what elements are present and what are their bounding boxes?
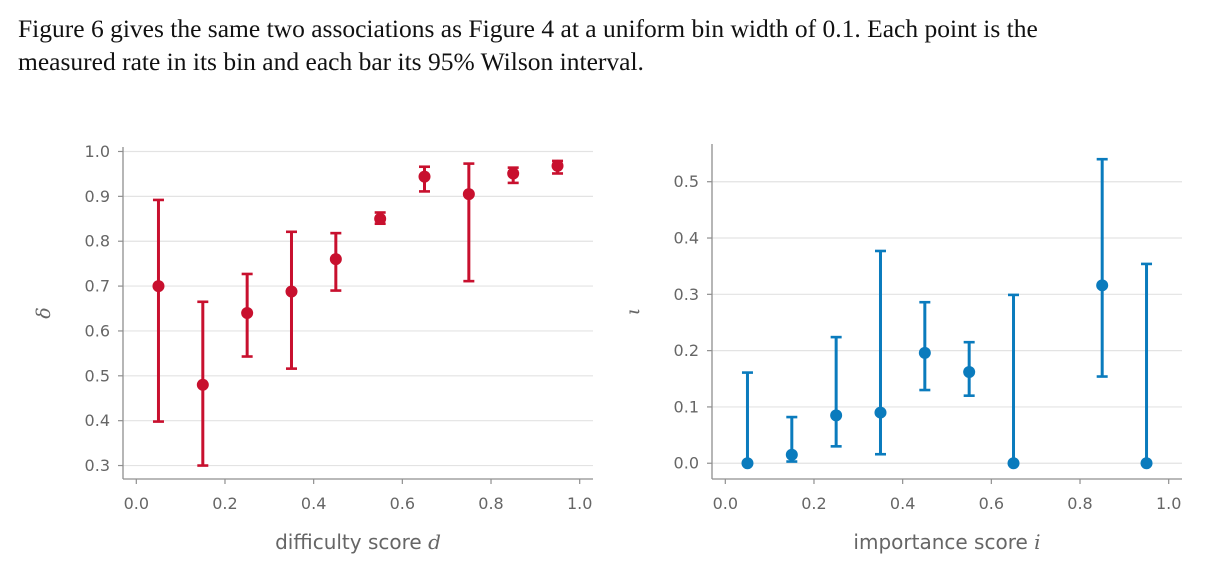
error-bar [919,300,931,392]
y-tick-label: 1.0 [85,142,110,161]
data-point [1007,457,1020,470]
x-tick-label: 0.0 [713,494,738,513]
x-axis-title-variable: d [428,530,441,554]
data-point [462,188,475,201]
error-bar [830,335,842,448]
x-axis-title-text: importance score [853,530,1034,554]
y-tick-label: 0.8 [85,232,110,251]
data-point [918,346,931,359]
error-bar [1008,293,1020,465]
error-bar [285,230,297,370]
data-point [241,307,254,319]
y-tick-label: 0.4 [674,229,699,248]
y-tick-label: 0.5 [674,172,699,191]
difficulty-chart: 0.3 0.4 0.5 0.6 0.7 0.8 0.9 1.0 0.0 0.2 0.4 0.6 0.8 1… [33,142,593,554]
caption-line-2: measured rate in its bin and each bar it… [18,47,644,76]
x-tick-label: 0.0 [124,494,149,513]
x-tick-label: 0.6 [979,494,1004,513]
data-point [741,457,754,470]
caption-line-1: Figure 6 gives the same two associations… [18,14,1038,43]
y-tick-label: 0.4 [85,411,110,430]
data-point [874,406,887,419]
x-tick-label: 0.2 [212,494,237,513]
data-point [551,159,564,172]
x-tick-label: 0.2 [801,494,826,513]
x-tick-label: 1.0 [1156,494,1181,513]
y-tick-label: 0.2 [674,341,699,360]
y-axis-title: δ [33,307,55,318]
error-bar [741,371,753,465]
y-tick-label: 0.5 [85,366,110,385]
y-tick-label: 0.6 [85,321,110,340]
data-point [329,253,342,266]
x-axis-title-variable: i [1034,530,1040,554]
data-point [963,366,976,379]
x-tick-label: 0.8 [1067,494,1092,513]
data-point [507,167,520,180]
y-tick-label: 0.9 [85,187,110,206]
data-point [374,212,387,225]
data-point [285,285,298,298]
data-point [1140,457,1153,470]
data-point [1096,279,1109,292]
x-tick-label: 0.8 [478,494,503,513]
x-axis-title: difficulty score d [275,530,441,554]
y-tick-label: 0.1 [674,397,699,416]
x-axis-title: importance score i [853,530,1040,554]
y-tick-label: 0.0 [674,454,699,473]
data-point [152,280,165,293]
y-tick-label: 0.3 [674,285,699,304]
error-bar [874,249,886,456]
x-axis-title-text: difficulty score [275,530,428,554]
importance-chart: 0.0 0.1 0.2 0.3 0.4 0.5 0.0 0.2 0.4 0.6 0.8 1.0 impo… [622,144,1182,554]
y-axis-title: ι [622,308,644,315]
data-point [785,448,798,461]
x-tick-label: 0.4 [301,494,326,513]
x-tick-label: 0.4 [890,494,915,513]
x-tick-label: 1.0 [567,494,592,513]
error-bar [152,198,164,423]
y-tick-label: 0.7 [85,277,110,296]
data-point [830,409,843,422]
data-point [196,378,209,391]
y-tick-label: 0.3 [85,456,110,475]
data-point [418,170,431,183]
error-bar [463,162,475,283]
error-bar [1096,157,1108,378]
x-tick-label: 0.6 [390,494,415,513]
figure-caption: Figure 6 gives the same two associations… [18,12,1213,78]
